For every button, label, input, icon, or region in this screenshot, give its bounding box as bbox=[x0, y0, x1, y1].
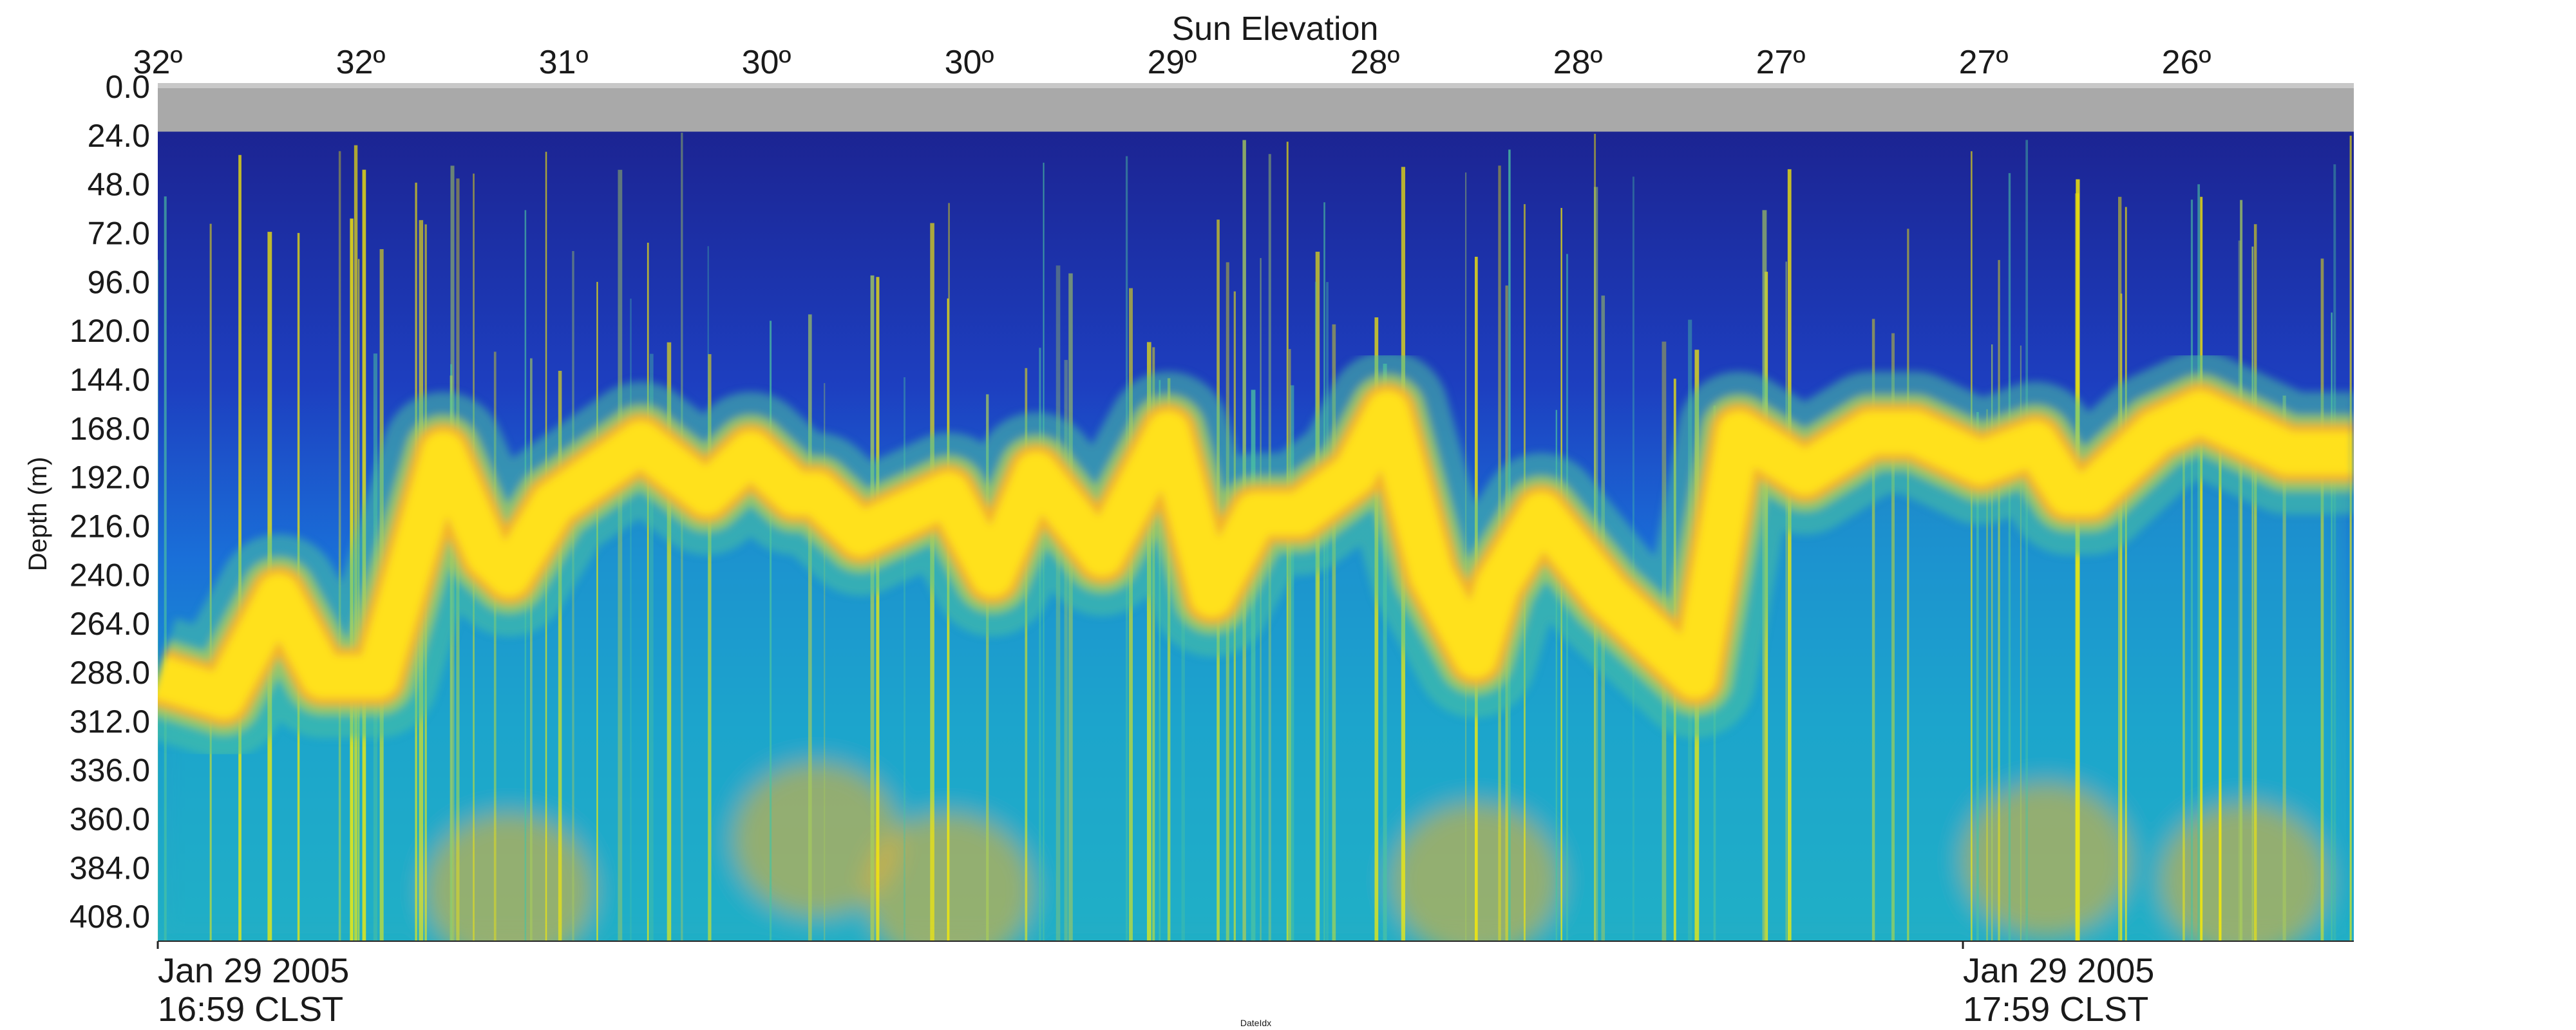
sun-elevation-tick: 31º bbox=[539, 44, 589, 81]
x-date-label: Jan 29 2005 bbox=[158, 951, 349, 990]
y-tick-label: 360.0 bbox=[70, 801, 150, 837]
y-tick-label: 408.0 bbox=[70, 899, 150, 935]
y-tick-label: 384.0 bbox=[70, 850, 150, 886]
x-date-label: Jan 29 2005 bbox=[1963, 951, 2154, 990]
y-tick-label: 192.0 bbox=[70, 460, 150, 496]
deep-scatter-blob bbox=[1962, 782, 2130, 937]
sun-elevation-tick: 32º bbox=[336, 44, 386, 81]
sun-elevation-tick: 32º bbox=[133, 44, 183, 81]
sun-elevation-tick: 26º bbox=[2162, 44, 2211, 81]
y-tick-label: 0.0 bbox=[105, 69, 150, 105]
y-tick-label: 264.0 bbox=[70, 606, 150, 642]
layer-core bbox=[158, 391, 2354, 718]
y-tick-label: 216.0 bbox=[70, 508, 150, 544]
y-tick-label: 312.0 bbox=[70, 704, 150, 740]
deep-scatter-blob bbox=[733, 762, 900, 917]
y-tick-label: 120.0 bbox=[70, 313, 150, 349]
y-axis-label: Depth (m) bbox=[24, 457, 52, 572]
deep-scatter-blob bbox=[2160, 803, 2328, 941]
plot-area bbox=[158, 87, 2354, 941]
y-tick-label: 72.0 bbox=[88, 215, 150, 251]
y-axis-ticks: 0.0 24.0 48.0 72.0 96.0 120.0 144.0 168.0 192.0 2… bbox=[70, 69, 150, 935]
sun-elevation-tick: 27º bbox=[1959, 44, 2009, 81]
sun-elevation-tick: 28º bbox=[1350, 44, 1400, 81]
y-tick-label: 48.0 bbox=[88, 167, 150, 203]
scattering-layer bbox=[158, 351, 2354, 758]
chart-title: Sun Elevation bbox=[1172, 10, 1379, 48]
sun-elevation-ticks: 32º 32º 31º 30º 30º 29º 28º 28º 27º 27º 26º bbox=[133, 44, 2211, 81]
y-tick-label: 240.0 bbox=[70, 557, 150, 593]
sun-elevation-tick: 30º bbox=[945, 44, 994, 81]
deep-scatter-blob bbox=[425, 813, 593, 941]
x-time-label: 16:59 CLST bbox=[158, 990, 343, 1029]
sun-elevation-tick: 30º bbox=[742, 44, 791, 81]
sun-elevation-tick: 27º bbox=[1756, 44, 1806, 81]
y-tick-label: 96.0 bbox=[88, 264, 150, 300]
sun-elevation-tick: 28º bbox=[1553, 44, 1603, 81]
y-tick-label: 336.0 bbox=[70, 753, 150, 789]
sun-elevation-tick: 29º bbox=[1148, 44, 1197, 81]
y-tick-label: 144.0 bbox=[70, 362, 150, 398]
x-time-label: 17:59 CLST bbox=[1963, 990, 2148, 1029]
no-data-band bbox=[158, 87, 2354, 132]
y-tick-label: 288.0 bbox=[70, 655, 150, 691]
y-tick-label: 24.0 bbox=[88, 118, 150, 154]
x-axis-label: DateIdx bbox=[1240, 1018, 1271, 1028]
y-tick-label: 168.0 bbox=[70, 411, 150, 447]
